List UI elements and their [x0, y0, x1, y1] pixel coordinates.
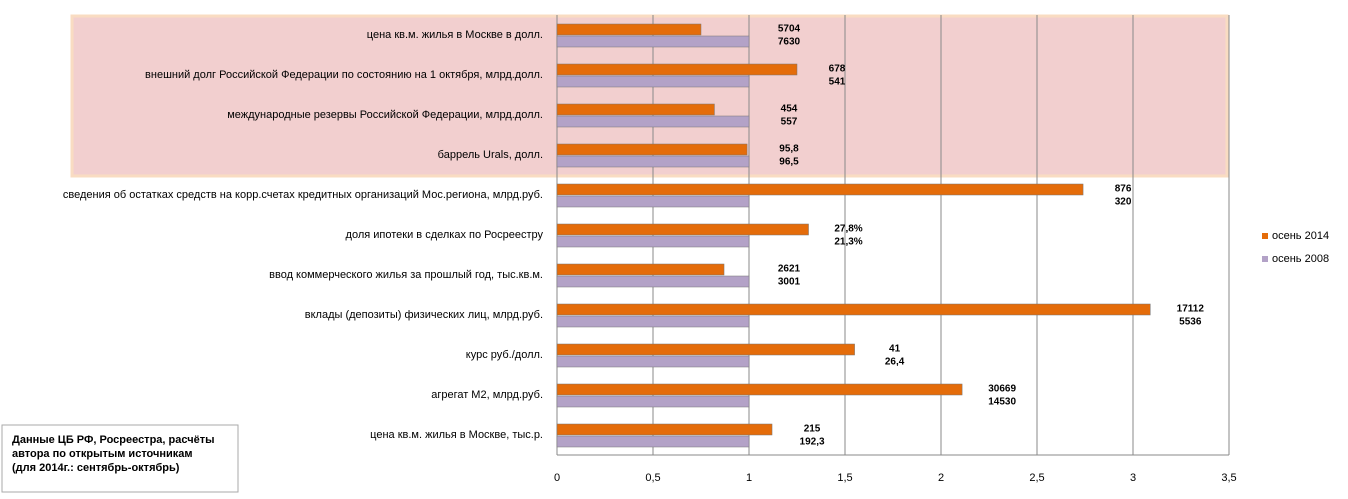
- data-label: 17112: [1177, 304, 1205, 315]
- y-tick-label: доля ипотеки в сделках по Росреестру: [346, 229, 544, 241]
- x-tick-label: 0,5: [645, 472, 660, 484]
- annotation: (для 2014г.: сентябрь-октябрь): [12, 462, 180, 474]
- x-tick-label: 3: [1130, 472, 1136, 484]
- bar: [556, 343, 855, 356]
- y-tick-label: сведения об остатках средств на корр.сче…: [63, 189, 543, 201]
- data-label: 7630: [778, 37, 801, 48]
- bar: [556, 303, 1151, 316]
- bar: [556, 63, 798, 76]
- data-label: 3001: [778, 277, 801, 288]
- bar: [556, 223, 809, 236]
- data-label: 5704: [778, 24, 801, 35]
- bar: [556, 383, 963, 396]
- data-label: 192,3: [800, 437, 825, 448]
- data-label: 26,4: [885, 357, 905, 368]
- bar: [556, 395, 750, 408]
- data-label: 454: [781, 104, 798, 115]
- data-label: 14530: [988, 397, 1016, 408]
- bar: [556, 435, 750, 448]
- data-label: 541: [829, 77, 846, 88]
- bar: [556, 275, 750, 288]
- legend-swatch: [1262, 256, 1268, 262]
- bar: [556, 183, 1084, 196]
- data-label: 21,3%: [834, 237, 862, 248]
- legend-label: осень 2014: [1272, 230, 1329, 242]
- bar: [556, 263, 725, 276]
- data-label: 876: [1115, 184, 1132, 195]
- data-label: 30669: [988, 384, 1016, 395]
- bar: [556, 35, 750, 48]
- y-tick-label: ввод коммерческого жилья за прошлый год,…: [269, 269, 543, 281]
- note-box: [1, 424, 239, 493]
- data-label: 41: [889, 344, 901, 355]
- bar: [556, 195, 750, 208]
- bar: [556, 103, 715, 116]
- x-tick-label: 1,5: [837, 472, 852, 484]
- bar: [556, 355, 750, 368]
- y-tick-label: внешний долг Российской Федерации по сос…: [145, 69, 543, 81]
- data-label: 557: [781, 117, 798, 128]
- annotation: автора по открытым источникам: [12, 448, 193, 460]
- y-tick-label: вклады (депозиты) физических лиц, млрд.р…: [305, 309, 543, 321]
- bar: [556, 23, 702, 36]
- data-label: 215: [804, 424, 821, 435]
- y-tick-label: агрегат М2, млрд.руб.: [431, 389, 543, 401]
- data-label: 5536: [1179, 317, 1202, 328]
- annotation: Данные ЦБ РФ, Росреестра, расчёты: [12, 434, 214, 446]
- y-tick-label: цена кв.м. жилья в Москве, тыс.р.: [370, 429, 543, 441]
- bar: [556, 143, 748, 156]
- data-label: 678: [829, 64, 846, 75]
- x-tick-label: 0: [554, 472, 560, 484]
- x-tick-label: 3,5: [1221, 472, 1236, 484]
- bar: [556, 423, 773, 436]
- bar: [556, 75, 750, 88]
- data-label: 96,5: [779, 157, 799, 168]
- x-tick-label: 2: [938, 472, 944, 484]
- x-tick-label: 2,5: [1029, 472, 1044, 484]
- data-label: 2621: [778, 264, 801, 275]
- bar: [556, 155, 750, 168]
- data-label: 27,8%: [834, 224, 862, 235]
- bar: [556, 315, 750, 328]
- y-tick-label: курс руб./долл.: [466, 349, 543, 361]
- legend-swatch: [1262, 233, 1268, 239]
- y-tick-label: международные резервы Российской Федерац…: [227, 109, 543, 121]
- x-tick-label: 1: [746, 472, 752, 484]
- bar: [556, 115, 750, 128]
- y-tick-label: баррель Urals, долл.: [438, 149, 543, 161]
- legend-label: осень 2008: [1272, 253, 1329, 265]
- data-label: 320: [1115, 197, 1132, 208]
- y-tick-label: цена кв.м. жилья в Москве в долл.: [367, 29, 543, 41]
- bar: [556, 235, 750, 248]
- data-label: 95,8: [779, 144, 799, 155]
